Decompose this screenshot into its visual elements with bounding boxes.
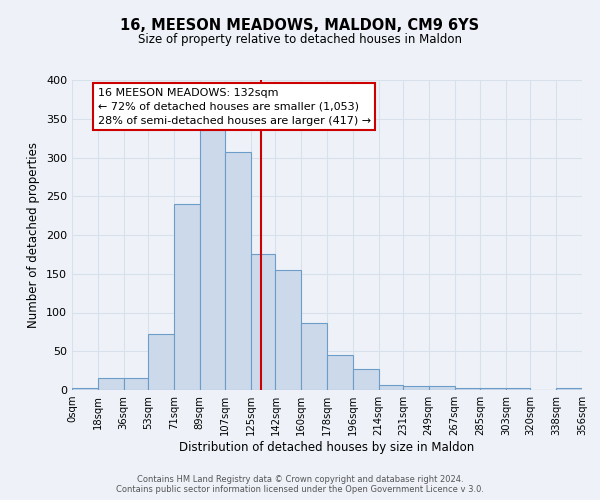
Y-axis label: Number of detached properties: Number of detached properties	[28, 142, 40, 328]
Text: 16, MEESON MEADOWS, MALDON, CM9 6YS: 16, MEESON MEADOWS, MALDON, CM9 6YS	[121, 18, 479, 32]
Bar	[556, 388, 582, 390]
Text: Size of property relative to detached houses in Maldon: Size of property relative to detached ho…	[138, 32, 462, 46]
Bar	[174, 204, 199, 390]
Text: Contains HM Land Registry data © Crown copyright and database right 2024.: Contains HM Land Registry data © Crown c…	[137, 475, 463, 484]
Bar	[429, 386, 455, 390]
Bar	[506, 388, 530, 390]
Bar	[275, 270, 301, 390]
Bar	[225, 152, 251, 390]
Bar	[480, 388, 506, 390]
Bar	[124, 378, 148, 390]
Text: Contains public sector information licensed under the Open Government Licence v : Contains public sector information licen…	[116, 485, 484, 494]
Bar	[403, 386, 429, 390]
Bar	[379, 384, 403, 390]
Bar	[98, 378, 124, 390]
Bar	[72, 388, 98, 390]
Bar	[301, 322, 327, 390]
Bar	[353, 369, 379, 390]
Bar	[148, 334, 174, 390]
X-axis label: Distribution of detached houses by size in Maldon: Distribution of detached houses by size …	[179, 441, 475, 454]
Bar	[251, 254, 275, 390]
Bar	[327, 355, 353, 390]
Bar	[199, 130, 225, 390]
Text: 16 MEESON MEADOWS: 132sqm
← 72% of detached houses are smaller (1,053)
28% of se: 16 MEESON MEADOWS: 132sqm ← 72% of detac…	[98, 88, 371, 126]
Bar	[455, 388, 480, 390]
